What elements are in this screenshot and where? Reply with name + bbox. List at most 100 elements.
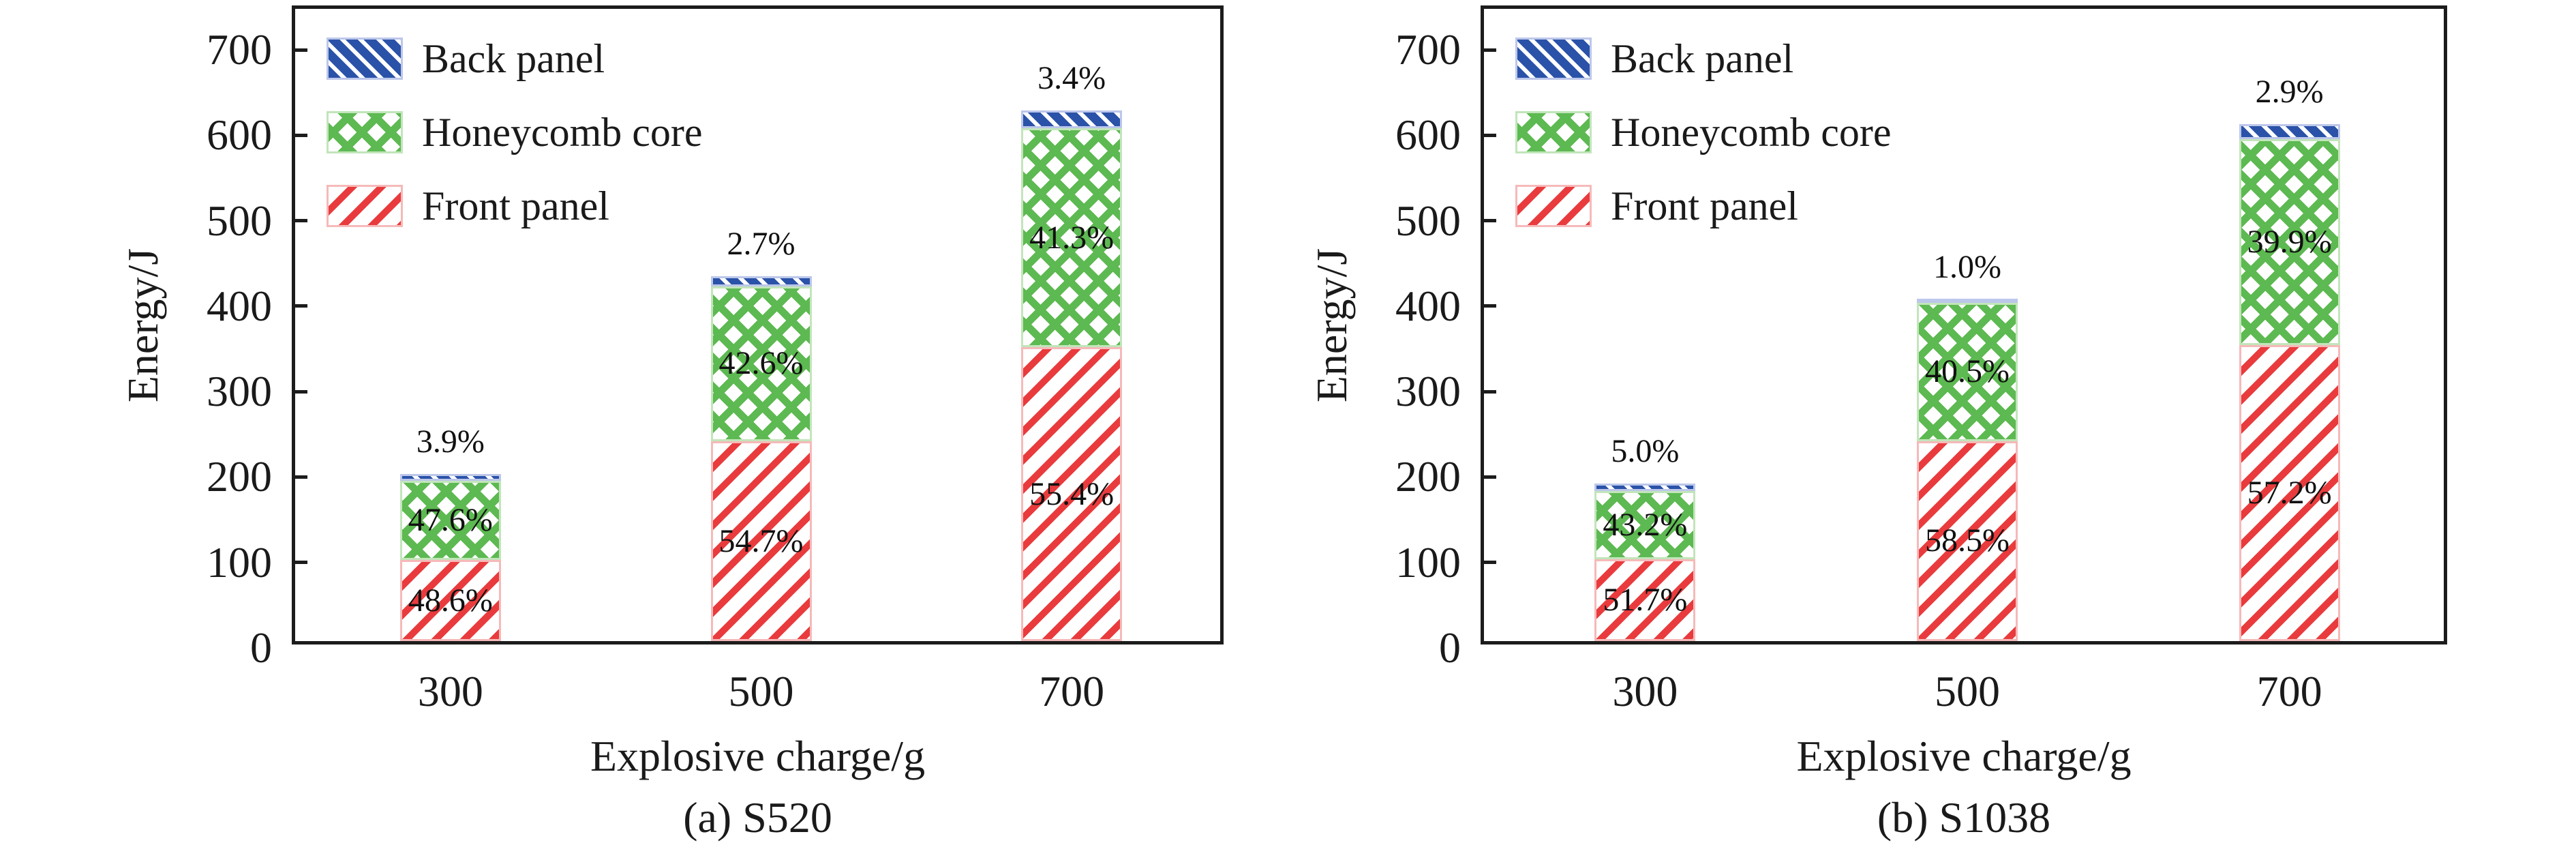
plot-area: 0 100 200 300 400 500 600 700 300 51.7% 43.2% 5.0% 5… — [1395, 5, 2447, 715]
x-tick — [2288, 627, 2292, 641]
legend-swatch-seg-back — [327, 38, 403, 80]
segment-percent-label: 57.2% — [2247, 475, 2332, 512]
bar-segment-red-diagonal — [399, 560, 501, 641]
legend-swatch-seg-back — [1515, 38, 1592, 80]
segment-percent-label: 55.4% — [1029, 475, 1115, 512]
y-tick-label: 700 — [207, 25, 272, 74]
legend-label: Back panel — [1611, 36, 1794, 81]
y-tick-label: 100 — [207, 537, 272, 587]
legend-swatch-seg-front — [327, 185, 403, 227]
bar-segment-green-crosshatch — [710, 286, 812, 442]
y-tick — [295, 389, 307, 394]
y-tick-label: 300 — [1395, 367, 1461, 416]
bar-segment-blue-diagonal — [399, 474, 501, 481]
x-tick — [449, 627, 453, 641]
segment-percent-label: 48.6% — [408, 582, 493, 619]
bar-segment-green-crosshatch — [1021, 128, 1123, 348]
bar-segment-green-crosshatch — [1594, 491, 1696, 560]
y-tick — [1484, 475, 1496, 479]
bar-segment-blue-diagonal — [710, 276, 812, 286]
chart-caption: (a) S520 — [683, 793, 832, 842]
y-tick-label: 500 — [207, 196, 272, 245]
x-tick — [1070, 627, 1074, 641]
y-tick — [1484, 304, 1496, 308]
y-tick-label: 600 — [1395, 110, 1461, 160]
y-axis-title: Energy/J — [1307, 248, 1356, 402]
x-tick-label: 700 — [2256, 667, 2322, 715]
bar-segment-green-crosshatch — [1917, 302, 2018, 441]
x-tick — [1965, 627, 1969, 641]
bar-segment-red-diagonal — [710, 441, 812, 641]
segment-percent-label: 3.9% — [416, 424, 485, 460]
y-tick-label: 600 — [207, 110, 272, 160]
x-axis-title: Explosive charge/g — [590, 732, 926, 780]
y-tick-label: 100 — [1395, 537, 1461, 587]
segment-percent-label: 51.7% — [1603, 582, 1688, 619]
y-tick-label: 300 — [207, 367, 272, 416]
x-tick-label: 300 — [417, 667, 483, 715]
y-axis-title: Energy/J — [119, 248, 167, 402]
x-tick-label: 300 — [1612, 667, 1678, 715]
bar-segment-blue-diagonal — [2239, 124, 2340, 140]
y-tick — [1484, 219, 1496, 223]
segment-percent-label: 54.7% — [718, 522, 804, 559]
legend-label: Honeycomb core — [1611, 110, 1892, 155]
bar-segment-green-crosshatch — [2239, 139, 2340, 346]
x-tick-label: 500 — [1935, 667, 2000, 715]
y-tick — [295, 48, 307, 52]
segment-percent-label: 47.6% — [408, 502, 493, 539]
y-tick-label: 0 — [250, 623, 272, 672]
legend-swatch-seg-front — [1515, 185, 1592, 227]
y-tick — [295, 475, 307, 479]
segment-percent-label: 39.9% — [2247, 224, 2332, 261]
y-tick — [1484, 133, 1496, 137]
y-tick-label: 0 — [1439, 623, 1461, 672]
segment-percent-label: 40.5% — [1925, 353, 2010, 390]
segment-percent-label: 2.9% — [2255, 74, 2324, 110]
y-tick — [1484, 561, 1496, 565]
y-tick-label: 200 — [1395, 452, 1461, 501]
segment-percent-label: 2.7% — [727, 226, 795, 263]
y-tick — [295, 561, 307, 565]
x-tick — [759, 627, 763, 641]
bar-segment-blue-diagonal — [1021, 110, 1123, 129]
y-tick-label: 200 — [207, 452, 272, 501]
plot-area: 0 100 200 300 400 500 600 700 300 48.6% 47.6% 3.9% 5… — [207, 5, 1224, 715]
legend-label: Front panel — [1611, 183, 1798, 228]
segment-percent-label: 5.0% — [1611, 432, 1680, 469]
bar-segment-red-diagonal — [1917, 441, 2018, 641]
chart-caption: (b) S1038 — [1877, 793, 2051, 842]
bar-segment-red-diagonal — [1594, 559, 1696, 641]
legend-label: Honeycomb core — [422, 110, 703, 155]
y-tick-label: 700 — [1395, 25, 1461, 74]
legend-swatch-seg-core — [1515, 111, 1592, 153]
legend-swatch-seg-core — [327, 111, 403, 153]
bar-segment-blue-diagonal — [1594, 483, 1696, 492]
segment-percent-label: 1.0% — [1933, 248, 2001, 285]
segment-percent-label: 42.6% — [718, 345, 804, 382]
y-tick — [1484, 389, 1496, 394]
y-tick-label: 400 — [1395, 281, 1461, 330]
bar-segment-red-diagonal — [1021, 347, 1123, 641]
segment-percent-label: 43.2% — [1603, 507, 1688, 544]
y-tick — [295, 219, 307, 223]
segment-percent-label: 41.3% — [1029, 219, 1115, 256]
bar-segment-blue-diagonal — [1917, 298, 2018, 303]
legend-label: Front panel — [422, 183, 609, 228]
y-tick — [295, 133, 307, 137]
y-tick-label: 500 — [1395, 196, 1461, 245]
x-tick — [1643, 627, 1647, 641]
segment-percent-label: 3.4% — [1037, 59, 1106, 96]
bar-segment-red-diagonal — [2239, 345, 2340, 641]
bar-segment-green-crosshatch — [399, 481, 501, 561]
y-tick-label: 400 — [207, 281, 272, 330]
x-tick-label: 500 — [728, 667, 794, 715]
x-axis-title: Explosive charge/g — [1796, 732, 2132, 780]
x-tick-label: 700 — [1039, 667, 1105, 715]
y-tick — [1484, 48, 1496, 52]
segment-percent-label: 58.5% — [1925, 522, 2010, 559]
y-tick — [295, 304, 307, 308]
